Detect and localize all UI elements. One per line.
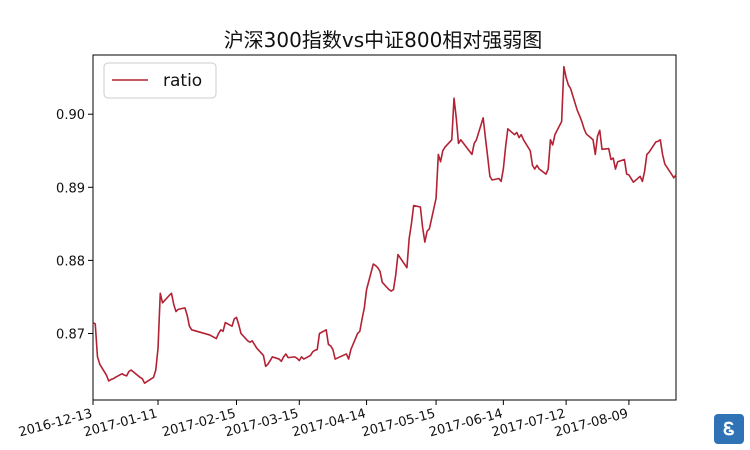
x-tick-label: 2017-05-15 [360,406,437,440]
y-tick-label: 0.89 [56,181,85,196]
y-axis: 0.87 0.88 0.89 0.90 [56,108,93,342]
series-layer [92,65,677,384]
chart-title: 沪深300指数vs中证800相对强弱图 [224,28,543,52]
plot-area [92,54,677,401]
legend-box [103,62,217,99]
legend-label: ratio [163,71,202,91]
y-tick-label: 0.90 [56,108,85,123]
x-tick-label: 2017-01-11 [82,406,159,440]
watermark-logo-icon: Ꮛ [714,414,744,444]
y-tick-label: 0.87 [56,327,85,342]
legend: ratio [103,62,217,99]
x-tick-label: 2016-12-13 [17,406,94,440]
series-line-ratio [92,65,677,384]
y-tick-label: 0.88 [56,254,85,269]
x-tick-label: 2017-04-14 [291,406,368,440]
